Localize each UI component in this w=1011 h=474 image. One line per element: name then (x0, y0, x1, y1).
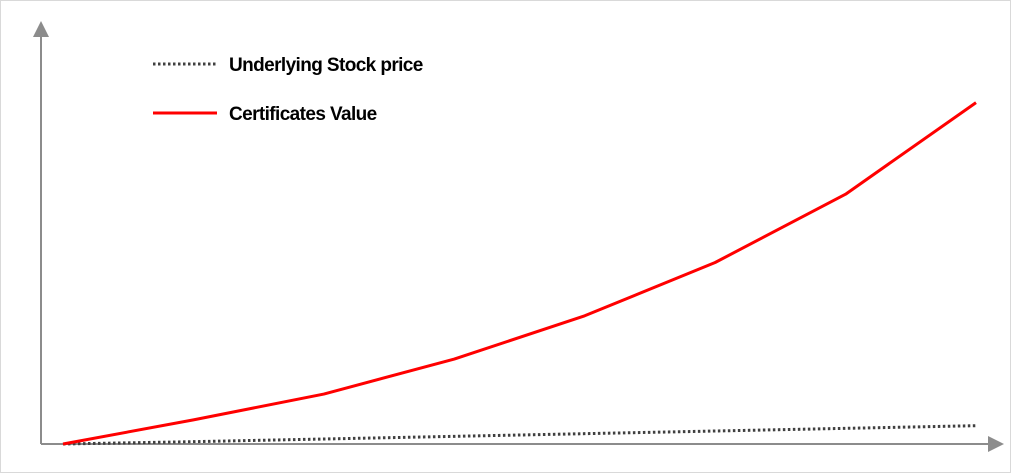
legend-label-underlying-stock-price: Underlying Stock price (229, 55, 423, 76)
series-line-certificates-value (62, 101, 977, 446)
legend-label-certificates-value: Certificates Value (229, 104, 377, 125)
legend: Underlying Stock price Certificates Value (153, 55, 423, 125)
legend-item-certificates-value: Certificates Value (153, 104, 377, 125)
series-layer (62, 101, 977, 446)
legend-item-underlying-stock-price: Underlying Stock price (153, 55, 423, 76)
axes (33, 21, 1004, 452)
series-line-underlying-stock-price (62, 424, 977, 446)
